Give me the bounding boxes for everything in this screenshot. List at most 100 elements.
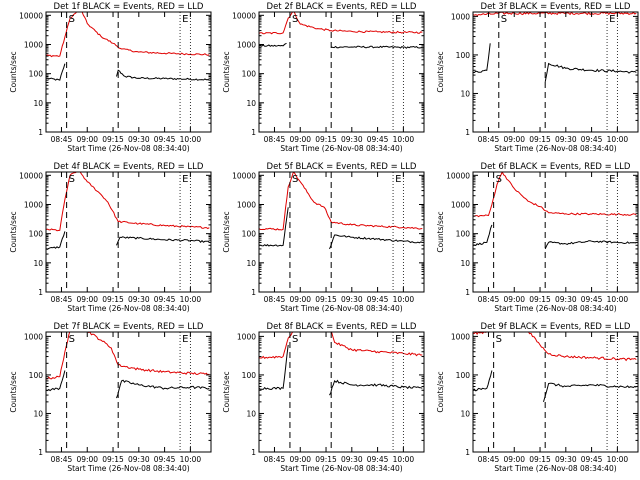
y-tick-label: 1: [465, 128, 470, 137]
x-tick-label: 09:15: [315, 295, 337, 304]
y-tick-label: 100: [242, 371, 257, 380]
x-tick-label: 09:15: [529, 455, 551, 464]
y-tick-label: 10: [460, 89, 470, 98]
y-tick-label: 10000: [446, 171, 470, 180]
end-marker-label: E: [395, 334, 401, 345]
y-axis-label: Counts/sec: [9, 211, 18, 252]
plot-area: [259, 12, 423, 49]
y-tick-label: 1000: [451, 332, 470, 341]
x-tick-label: 08:45: [51, 295, 73, 304]
y-tick-label: 10: [33, 259, 43, 268]
events-series-line: [259, 42, 423, 49]
y-tick-label: 10: [33, 99, 43, 108]
lld-series-line: [259, 12, 423, 35]
y-tick-label: 10: [33, 409, 43, 418]
events-series-line: [46, 370, 210, 399]
plot-area: [259, 332, 423, 396]
x-tick-label: 10:00: [607, 295, 629, 304]
x-tick-label: 10:00: [180, 295, 202, 304]
end-marker-label: E: [609, 334, 615, 345]
x-axis-label: Start Time (26-Nov-08 08:34:40): [67, 464, 189, 473]
y-tick-label: 1: [38, 128, 43, 137]
x-tick-label: 09:45: [367, 455, 389, 464]
y-tick-label: 100: [29, 230, 44, 239]
events-series-line: [46, 231, 210, 250]
panel-title: Det 5f BLACK = Events, RED = LLD: [267, 162, 417, 172]
x-tick-label: 09:45: [154, 135, 176, 144]
panel-title: Det 6f BLACK = Events, RED = LLD: [481, 162, 631, 172]
lld-series-line: [259, 332, 423, 359]
detector-panel: Det 4f BLACK = Events, RED = LLD S E 1 10 100…: [9, 162, 212, 313]
y-axis-label: Counts/sec: [222, 51, 231, 92]
panel-title: Det 1f BLACK = Events, RED = LLD: [54, 2, 204, 12]
x-tick-label: 09:30: [555, 135, 577, 144]
end-marker-label: E: [182, 14, 188, 25]
y-tick-label: 1: [465, 448, 470, 457]
y-tick-label: 1: [251, 448, 256, 457]
y-tick-label: 100: [242, 230, 257, 239]
x-tick-label: 09:45: [154, 295, 176, 304]
start-marker-label: S: [292, 14, 298, 25]
y-axis-label: Counts/sec: [9, 51, 18, 92]
x-tick-label: 08:45: [264, 135, 286, 144]
x-tick-label: 09:00: [76, 455, 98, 464]
y-axis-label: Counts/sec: [436, 51, 445, 92]
plot-area: [259, 172, 423, 250]
x-axis-label: Start Time (26-Nov-08 08:34:40): [280, 304, 402, 313]
end-marker-label: E: [609, 14, 615, 25]
y-tick-label: 100: [456, 230, 471, 239]
x-axis-label: Start Time (26-Nov-08 08:34:40): [67, 144, 189, 153]
detector-panel: Det 5f BLACK = Events, RED = LLD S E 1 10 100…: [222, 162, 425, 313]
y-axis-label: Counts/sec: [436, 211, 445, 252]
plot-area: [473, 332, 637, 403]
x-tick-label: 09:30: [341, 135, 363, 144]
x-tick-label: 09:30: [341, 295, 363, 304]
panel-title: Det 9f BLACK = Events, RED = LLD: [481, 322, 631, 332]
x-tick-label: 09:45: [581, 135, 603, 144]
y-axis-label: Counts/sec: [436, 371, 445, 412]
x-tick-label: 09:15: [315, 455, 337, 464]
x-tick-label: 10:00: [393, 295, 415, 304]
panel-title: Det 7f BLACK = Events, RED = LLD: [54, 322, 204, 332]
panel-title: Det 8f BLACK = Events, RED = LLD: [267, 322, 417, 332]
end-marker-label: E: [182, 334, 188, 345]
x-tick-label: 09:15: [102, 135, 124, 144]
y-tick-label: 1000: [24, 40, 43, 49]
x-axis-label: Start Time (26-Nov-08 08:34:40): [494, 464, 616, 473]
detector-panel: Det 9f BLACK = Events, RED = LLD S E 1 10 100…: [436, 322, 639, 473]
end-marker-label: E: [182, 174, 188, 185]
x-tick-label: 09:15: [529, 295, 551, 304]
y-axis-label: Counts/sec: [222, 211, 231, 252]
start-marker-label: S: [69, 14, 75, 25]
events-series-line: [473, 224, 637, 250]
panel-frame: [258, 171, 425, 293]
x-tick-label: 09:45: [367, 135, 389, 144]
lld-series-line: [473, 172, 637, 218]
detector-panel: Det 2f BLACK = Events, RED = LLD S E 1 10 100…: [222, 2, 425, 153]
x-tick-label: 10:00: [180, 455, 202, 464]
lld-series-line: [46, 172, 210, 232]
panel-frame: [258, 331, 425, 453]
x-tick-label: 08:45: [478, 295, 500, 304]
detector-panel: Det 6f BLACK = Events, RED = LLD S E 1 10 100…: [436, 162, 639, 313]
x-tick-label: 09:45: [154, 455, 176, 464]
x-axis-label: Start Time (26-Nov-08 08:34:40): [67, 304, 189, 313]
x-axis-label: Start Time (26-Nov-08 08:34:40): [280, 144, 402, 153]
lld-series-line: [473, 332, 637, 362]
y-tick-label: 10: [246, 99, 256, 108]
end-marker-label: E: [395, 14, 401, 25]
y-tick-label: 10: [246, 259, 256, 268]
detector-panel: Det 7f BLACK = Events, RED = LLD S E 1 10 100…: [9, 322, 212, 473]
x-tick-label: 09:45: [581, 295, 603, 304]
y-tick-label: 1000: [24, 332, 43, 341]
x-tick-label: 09:00: [76, 295, 98, 304]
x-tick-label: 09:30: [341, 455, 363, 464]
x-tick-label: 09:45: [581, 455, 603, 464]
y-tick-label: 1000: [237, 332, 256, 341]
end-marker-label: E: [609, 174, 615, 185]
y-tick-label: 100: [456, 371, 471, 380]
y-tick-label: 1: [38, 448, 43, 457]
y-tick-label: 1000: [237, 40, 256, 49]
x-tick-label: 09:30: [128, 295, 150, 304]
x-tick-label: 10:00: [393, 455, 415, 464]
